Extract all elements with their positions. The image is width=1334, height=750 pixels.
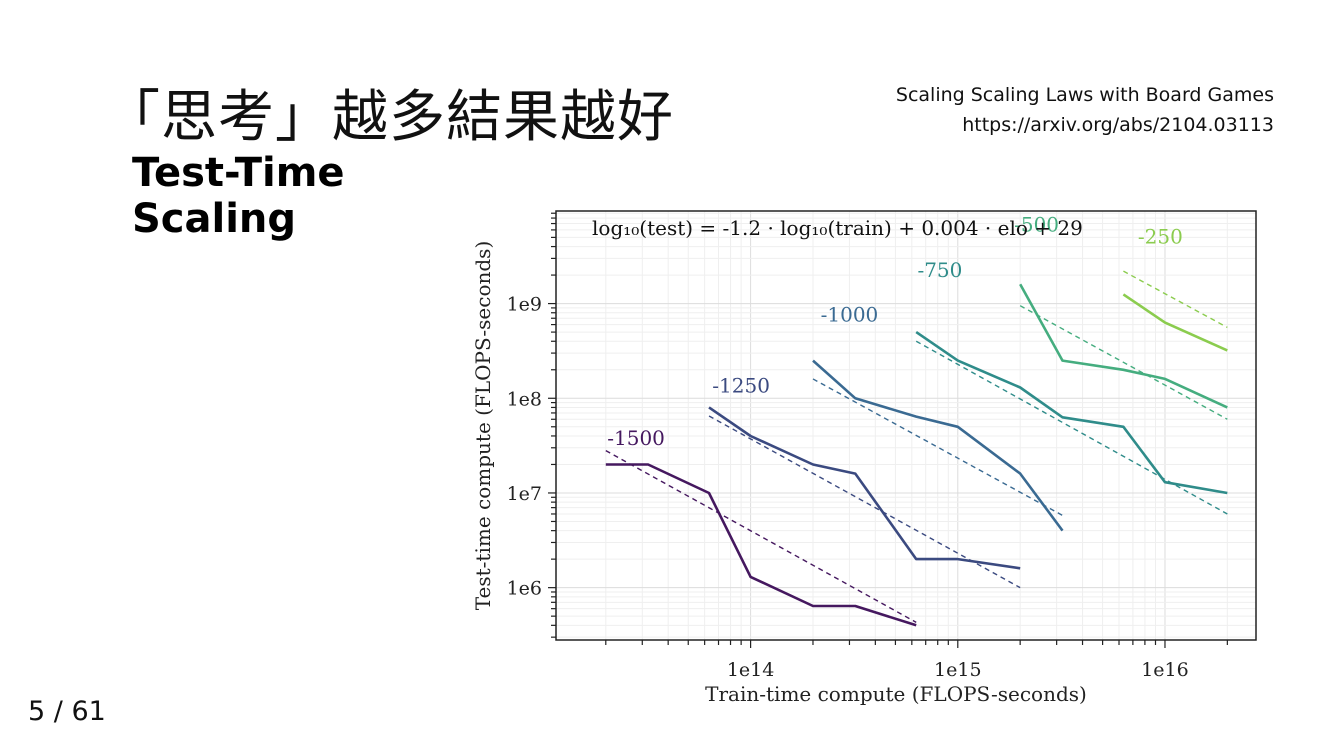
subtitle-line-2: Scaling bbox=[132, 196, 297, 242]
series-line-minus-1000 bbox=[812, 359, 1064, 532]
fit-formula: log₁₀(test) = -1.2 · log₁₀(train) + 0.00… bbox=[592, 216, 1083, 240]
series-label: -500 bbox=[1014, 212, 1059, 236]
series-label: -250 bbox=[1138, 225, 1183, 249]
y-axis-label: Test-time compute (FLOPS-seconds) bbox=[471, 241, 495, 611]
subtitle-line-1: Test-Time bbox=[132, 150, 345, 196]
reference-url: https://arxiv.org/abs/2104.03113 bbox=[962, 114, 1274, 136]
y-tick-label: 1e7 bbox=[507, 483, 542, 505]
x-tick-label: 1e14 bbox=[727, 659, 775, 681]
y-tick-label: 1e6 bbox=[507, 578, 542, 600]
series-line-minus-1500 bbox=[605, 463, 917, 627]
series-label: -750 bbox=[917, 258, 962, 282]
fit-line-minus-250 bbox=[1123, 270, 1228, 329]
fit-line-minus-750 bbox=[915, 340, 1228, 515]
plot-frame bbox=[555, 210, 1257, 641]
slide-title: 「思考」越多結果越好 bbox=[104, 85, 674, 150]
fit-lines bbox=[605, 270, 1228, 623]
fit-line-minus-1000 bbox=[812, 378, 1063, 516]
series-label: -1500 bbox=[607, 426, 665, 450]
series-line-minus-500 bbox=[1019, 283, 1228, 409]
series-line-minus-1250 bbox=[708, 406, 1021, 570]
reference-block: Scaling Scaling Laws with Board Games ht… bbox=[896, 80, 1274, 140]
series-line-minus-250 bbox=[1122, 293, 1228, 352]
reference-title: Scaling Scaling Laws with Board Games bbox=[895, 84, 1274, 106]
series-label: -1000 bbox=[821, 302, 879, 326]
y-tick-label: 1e8 bbox=[507, 388, 542, 410]
slide-subtitle: Test-Time Scaling bbox=[132, 150, 345, 242]
page-number: 5 / 61 bbox=[28, 696, 106, 727]
fit-line-minus-500 bbox=[1019, 305, 1228, 420]
series-labels: -1500 -1250 -1000 -750 -500 -250 bbox=[607, 212, 1183, 450]
x-axis-label: Train-time compute (FLOPS-seconds) bbox=[705, 682, 1087, 706]
x-tick-label: 1e16 bbox=[1141, 659, 1189, 681]
axis-ticks: 1e14 1e15 1e16 1e6 1e7 1e8 1e9 bbox=[507, 212, 1228, 681]
series-label: -1250 bbox=[712, 374, 770, 398]
x-tick-label: 1e15 bbox=[934, 659, 982, 681]
series-line-minus-750 bbox=[915, 331, 1228, 495]
series-lines bbox=[605, 283, 1228, 627]
y-tick-label: 1e9 bbox=[507, 294, 542, 316]
